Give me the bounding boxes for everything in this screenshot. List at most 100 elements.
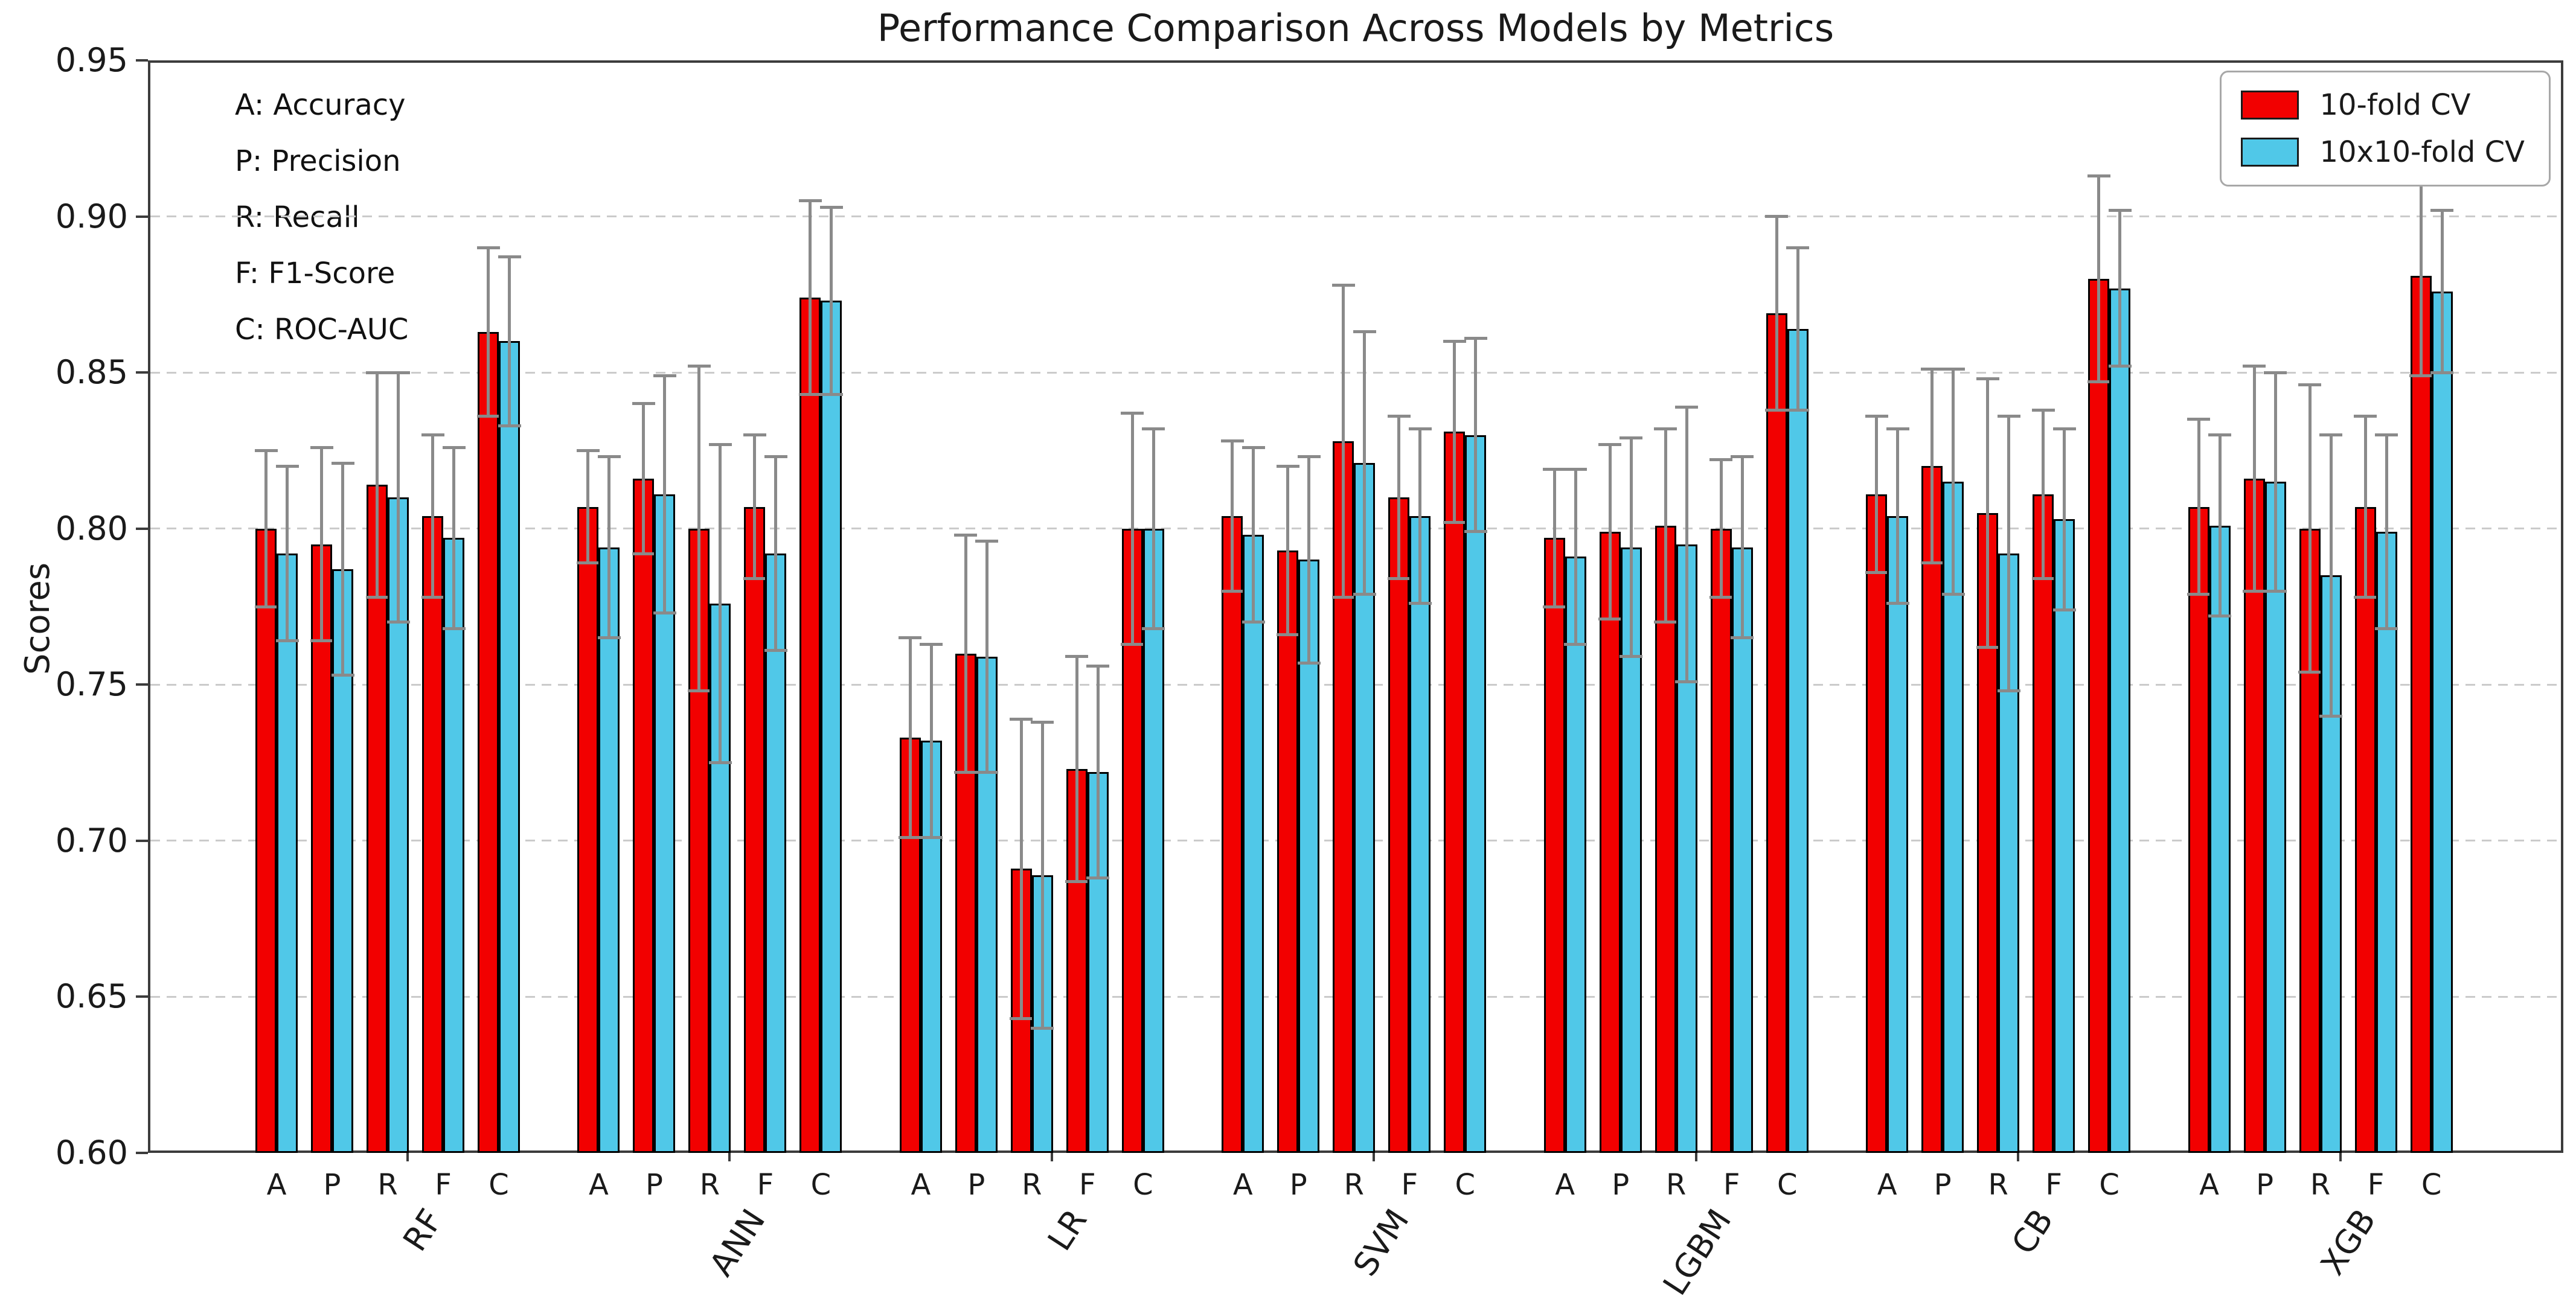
errorbar-LGBM-F-10x10-fold-CV <box>1740 456 1744 638</box>
errorbar-LR-A-10-fold-CV <box>908 637 912 838</box>
x-tick-label-ANN-P: P <box>645 1168 663 1202</box>
errorbar-cap-top-ANN-P-1 <box>653 374 676 377</box>
errorbar-LGBM-R-10-fold-CV <box>1664 429 1667 622</box>
errorbar-cap-bottom-CB-A-0 <box>1865 570 1888 574</box>
errorbar-cap-bottom-XGB-R-0 <box>2298 671 2322 674</box>
errorbar-ANN-C-10x10-fold-CV <box>830 207 833 395</box>
errorbar-cap-top-RF-P-0 <box>310 445 333 449</box>
bar-LGBM-R-10-fold-CV <box>1655 525 1676 1153</box>
errorbar-LGBM-P-10x10-fold-CV <box>1629 438 1633 657</box>
bar-SVM-C-10x10-fold-CV <box>1465 435 1487 1153</box>
errorbar-cap-bottom-LR-R-0 <box>1010 1017 1033 1021</box>
bar-LGBM-F-10-fold-CV <box>1710 528 1732 1153</box>
errorbar-cap-top-CB-F-0 <box>2031 408 2055 412</box>
figure: Performance Comparison Across Models by … <box>18 6 2563 1302</box>
errorbar-cap-top-SVM-F-1 <box>1408 427 1432 430</box>
x-tick-label-RF-C: C <box>489 1168 509 1202</box>
errorbar-ANN-P-10x10-fold-CV <box>663 375 667 613</box>
bar-ANN-C-10-fold-CV <box>799 298 821 1153</box>
errorbar-cap-bottom-ANN-R-0 <box>687 689 711 693</box>
errorbar-cap-top-LR-C-1 <box>1142 427 1165 430</box>
errorbar-cap-top-SVM-R-1 <box>1353 330 1376 334</box>
errorbar-LR-P-10-fold-CV <box>964 535 967 773</box>
errorbar-cap-top-LGBM-A-1 <box>1564 467 1588 471</box>
y-tick-label-0.70: 0.70 <box>55 821 128 860</box>
errorbar-SVM-R-10x10-fold-CV <box>1363 331 1366 595</box>
x-tick-label-XGB-P: P <box>2256 1168 2274 1202</box>
errorbar-cap-top-SVM-A-0 <box>1220 439 1244 443</box>
errorbar-cap-top-LGBM-R-0 <box>1654 427 1677 430</box>
chart-title: Performance Comparison Across Models by … <box>877 6 1834 50</box>
y-tick-0.70 <box>136 839 148 842</box>
bar-CB-P-10-fold-CV <box>1921 466 1943 1153</box>
errorbar-cap-top-LGBM-P-1 <box>1620 436 1643 440</box>
x-tick-label-XGB-R: R <box>2310 1168 2331 1202</box>
x-tick-label-CB-C: C <box>2099 1168 2119 1202</box>
bar-CB-A-10x10-fold-CV <box>1887 516 1909 1153</box>
errorbar-cap-bottom-CB-P-0 <box>1920 561 1944 565</box>
errorbar-RF-R-10x10-fold-CV <box>397 372 400 622</box>
errorbar-SVM-A-10x10-fold-CV <box>1252 447 1255 622</box>
errorbar-cap-bottom-LGBM-R-1 <box>1675 680 1699 683</box>
errorbar-CB-A-10-fold-CV <box>1875 416 1879 573</box>
errorbar-cap-top-RF-R-0 <box>365 371 389 374</box>
errorbar-LR-A-10x10-fold-CV <box>929 644 933 838</box>
errorbar-cap-top-SVM-P-0 <box>1276 464 1299 468</box>
errorbar-SVM-A-10-fold-CV <box>1231 441 1234 592</box>
bar-CB-F-10x10-fold-CV <box>2054 519 2075 1153</box>
errorbar-cap-bottom-CB-A-1 <box>1886 602 1909 605</box>
errorbar-cap-bottom-LGBM-F-0 <box>1709 595 1733 599</box>
bar-LR-C-10x10-fold-CV <box>1142 528 1164 1153</box>
errorbar-cap-bottom-ANN-F-0 <box>743 576 766 580</box>
errorbar-cap-top-LGBM-A-0 <box>1543 467 1566 471</box>
group-label-ANN: ANN <box>702 1202 773 1283</box>
errorbar-cap-top-RF-A-1 <box>275 464 299 468</box>
x-tick-label-RF-F: F <box>435 1168 452 1202</box>
x-tick-label-CB-A: A <box>1877 1168 1897 1202</box>
errorbar-CB-A-10x10-fold-CV <box>1896 429 1900 604</box>
errorbar-cap-top-SVM-F-0 <box>1387 415 1411 418</box>
errorbar-XGB-A-10-fold-CV <box>2197 419 2200 595</box>
errorbar-CB-R-10-fold-CV <box>1986 378 1990 648</box>
plot-area: 0.60 0.65 0.70 0.75 0.80 0.85 0.90 0.95 A P R F C RF A… <box>55 42 2563 1302</box>
bar-LGBM-P-10-fold-CV <box>1599 531 1621 1153</box>
legend-swatch-10x10fold <box>2241 138 2299 167</box>
errorbar-CB-P-10x10-fold-CV <box>1952 369 1955 595</box>
group-label-RF: RF <box>396 1202 450 1258</box>
errorbar-RF-C-10-fold-CV <box>487 247 490 416</box>
bar-SVM-C-10-fold-CV <box>1444 432 1466 1153</box>
errorbar-cap-bottom-SVM-R-1 <box>1353 592 1376 596</box>
x-tick-label-SVM-P: P <box>1289 1168 1307 1202</box>
errorbar-cap-bottom-LR-C-0 <box>1121 642 1144 646</box>
bar-RF-A-10x10-fold-CV <box>277 554 298 1153</box>
bar-LGBM-C-10-fold-CV <box>1766 313 1787 1153</box>
group-label-LGBM: LGBM <box>1656 1202 1739 1302</box>
errorbar-cap-bottom-CB-C-1 <box>2108 365 2132 368</box>
errorbar-XGB-P-10x10-fold-CV <box>2273 372 2277 592</box>
y-tick-label-0.65: 0.65 <box>55 977 128 1016</box>
errorbar-LR-R-10x10-fold-CV <box>1040 722 1044 1029</box>
bar-ANN-P-10-fold-CV <box>633 478 655 1153</box>
errorbar-cap-bottom-LGBM-A-1 <box>1564 642 1588 646</box>
x-tick-label-CB-P: P <box>1934 1168 1952 1202</box>
errorbar-LR-R-10-fold-CV <box>1019 719 1023 1019</box>
metric-key-f1score: F: F1-Score <box>235 257 396 290</box>
errorbar-cap-top-LR-P-1 <box>975 539 999 543</box>
errorbar-cap-bottom-XGB-P-1 <box>2264 589 2287 593</box>
errorbar-cap-top-LR-A-0 <box>899 636 922 640</box>
errorbar-XGB-C-10-fold-CV <box>2419 176 2423 376</box>
x-tick-label-LR-R: R <box>1022 1168 1042 1202</box>
errorbar-cap-top-XGB-A-1 <box>2208 433 2232 437</box>
errorbar-SVM-C-10x10-fold-CV <box>1474 338 1478 532</box>
errorbar-cap-bottom-LGBM-A-0 <box>1543 605 1566 608</box>
errorbar-ANN-F-10-fold-CV <box>753 435 757 579</box>
errorbar-cap-top-LR-P-0 <box>954 533 978 537</box>
errorbar-CB-C-10-fold-CV <box>2097 176 2101 382</box>
bar-XGB-F-10x10-fold-CV <box>2376 531 2397 1153</box>
errorbar-cap-bottom-LR-P-0 <box>954 770 978 774</box>
errorbar-LR-F-10-fold-CV <box>1075 656 1078 882</box>
x-tick-label-XGB-A: A <box>2199 1168 2219 1202</box>
errorbar-SVM-F-10-fold-CV <box>1397 416 1401 579</box>
errorbar-cap-top-CB-R-1 <box>1997 415 2020 418</box>
x-tick-label-SVM-F: F <box>1401 1168 1418 1202</box>
